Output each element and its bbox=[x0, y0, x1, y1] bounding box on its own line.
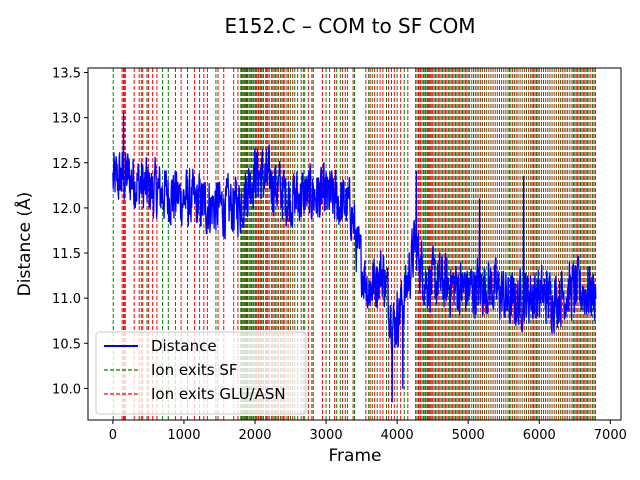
x-tick-label: 7000 bbox=[594, 428, 627, 443]
x-tick-label: 4000 bbox=[381, 428, 414, 443]
x-tick-label: 3000 bbox=[310, 428, 343, 443]
x-axis-label: Frame bbox=[329, 446, 382, 466]
y-tick-label: 11.0 bbox=[52, 292, 81, 307]
plot-frame bbox=[87, 67, 622, 421]
legend-box bbox=[95, 331, 307, 415]
plot-area bbox=[112, 68, 597, 420]
y-tick-label: 12.5 bbox=[52, 157, 81, 172]
y-tick-label: 10.5 bbox=[52, 337, 81, 352]
x-tick-label: 0 bbox=[109, 428, 117, 443]
legend-label-distance: Distance bbox=[151, 337, 217, 355]
x-tick-label: 5000 bbox=[452, 428, 485, 443]
chart-title: E152.C – COM to SF COM bbox=[224, 14, 475, 38]
legend-label-sf: Ion exits SF bbox=[151, 361, 238, 379]
y-tick-label: 13.0 bbox=[52, 112, 81, 127]
x-tick-label: 6000 bbox=[523, 428, 556, 443]
ion-exits-glu-asn-lines bbox=[121, 68, 595, 420]
y-tick-label: 12.0 bbox=[52, 202, 81, 217]
legend-label-glu-asn: Ion exits GLU/ASN bbox=[151, 385, 286, 403]
y-tick-label: 13.5 bbox=[52, 67, 81, 82]
x-axis-ticks: 0 1000 2000 3000 4000 5000 6000 7000 bbox=[109, 420, 627, 443]
x-tick-label: 2000 bbox=[238, 428, 271, 443]
x-tick-label: 1000 bbox=[167, 428, 200, 443]
y-axis-label: Distance (Å) bbox=[13, 192, 35, 297]
y-axis-ticks: 10.0 10.5 11.0 11.5 12.0 12.5 13.0 13.5 bbox=[52, 67, 88, 397]
distance-series-line bbox=[112, 112, 597, 403]
y-tick-label: 10.0 bbox=[52, 382, 81, 397]
legend: Distance Ion exits SF Ion exits GLU/ASN bbox=[95, 331, 307, 415]
ion-exits-sf-lines bbox=[112, 68, 596, 420]
y-tick-label: 11.5 bbox=[52, 247, 81, 262]
